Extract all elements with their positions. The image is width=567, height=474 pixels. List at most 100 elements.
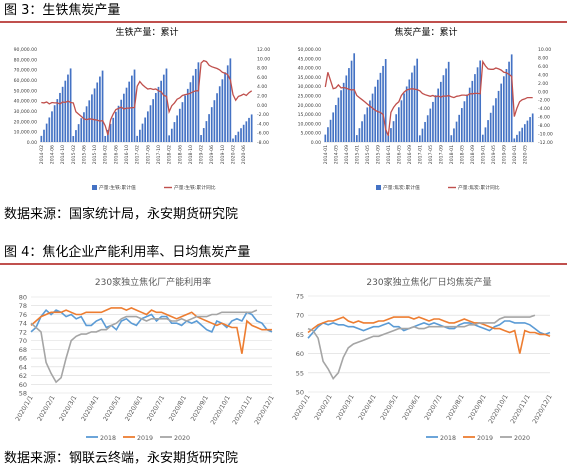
x-tick-label: 2020/6/1: [402, 394, 422, 422]
bar: [123, 93, 125, 142]
bar: [411, 72, 413, 142]
bar: [189, 82, 192, 142]
left-axis-tick-label: 50,000.00: [14, 88, 37, 94]
bar: [463, 101, 466, 142]
y-tick-label: 55: [296, 369, 304, 377]
series-line-2018: [307, 320, 551, 339]
bar: [366, 107, 369, 142]
bar: [416, 58, 419, 143]
x-tick-label: 2020-05: [522, 145, 528, 164]
figure4-title-rule: [0, 263, 567, 265]
bar: [176, 115, 178, 142]
bar: [170, 128, 173, 142]
bar: [61, 86, 64, 142]
bar: [40, 135, 43, 142]
x-tick-label: 2020/9/1: [190, 395, 210, 423]
bar: [178, 108, 181, 142]
bar: [43, 129, 45, 142]
x-tick-label: 2015-10: [92, 145, 98, 164]
x-tick-label: 2019-06: [209, 145, 215, 164]
legend-label: 2019: [477, 435, 493, 442]
chart-iron-output: 生铁产量：累计 90,000.00 80,000.00 70,000.00 60,000…: [14, 26, 271, 191]
x-tick-label: 2017-02: [135, 145, 141, 164]
x-tick-label: 2014-10: [60, 145, 66, 164]
bar: [487, 120, 489, 142]
bar: [442, 75, 445, 142]
bar: [523, 124, 526, 142]
x-tick-label: 2016-06: [113, 145, 119, 164]
left-axis-tick-label: 50,000.00: [298, 47, 321, 53]
bar: [173, 122, 176, 142]
chart-title: 230家独立焦化厂产能利用率: [95, 276, 211, 288]
bar: [45, 123, 48, 142]
x-tick-label: 2014-06: [49, 145, 55, 164]
bar: [481, 134, 484, 142]
x-tick-label: 2017-10: [156, 145, 162, 164]
bar: [250, 114, 253, 142]
bar: [400, 100, 403, 142]
bar: [184, 95, 186, 142]
bar: [88, 100, 91, 142]
left-axis-tick-label: 5,000.00: [301, 131, 322, 137]
y-tick-label: 60: [19, 381, 27, 389]
x-tick-label: 2020/11/1: [232, 395, 254, 426]
bar: [408, 79, 411, 142]
left-axis-tick-label: 70,000.00: [14, 68, 37, 74]
bar: [445, 68, 447, 142]
x-tick-label: 2014-02: [39, 145, 45, 164]
bar: [353, 53, 356, 142]
y-tick-label: 65: [296, 331, 304, 339]
bar: [197, 62, 200, 142]
y-tick-label: 74: [19, 320, 27, 328]
bar: [248, 117, 250, 142]
x-tick-label: 2015-05: [365, 145, 371, 164]
bar: [502, 76, 505, 142]
bar: [479, 60, 482, 143]
x-tick-label: 2020/12/1: [532, 394, 554, 425]
y-tick-label: 58: [19, 390, 27, 398]
bar: [125, 87, 128, 142]
x-tick-label: 2016-05: [396, 145, 402, 164]
left-axis-tick-label: 25,000.00: [298, 94, 321, 100]
x-tick-label: 2020-06: [241, 145, 247, 164]
bar: [348, 68, 350, 142]
x-tick-label: 2019-09: [501, 145, 507, 164]
bar: [67, 74, 69, 142]
left-axis-tick-label: 20,000.00: [298, 103, 321, 109]
bar: [505, 68, 508, 142]
bar: [426, 115, 429, 142]
right-axis-tick-label: -8.00: [538, 123, 550, 129]
bar: [521, 127, 524, 142]
x-tick-label: 2020/5/1: [380, 394, 400, 422]
bar: [421, 128, 424, 142]
bar: [450, 135, 453, 142]
legend-label: 产量:生铁:累计值: [99, 184, 136, 191]
bar: [120, 99, 123, 142]
bar: [218, 86, 221, 142]
bar: [466, 94, 468, 142]
bar: [413, 65, 416, 142]
x-tick-label: 2016-10: [124, 145, 130, 164]
x-tick-label: 2020/7/1: [146, 395, 166, 423]
bar: [424, 121, 426, 142]
y-tick-label: 68: [19, 346, 27, 354]
bar: [382, 65, 384, 142]
bar: [72, 136, 75, 142]
left-axis-tick-label: 20,000.00: [14, 119, 37, 125]
bar: [510, 54, 513, 142]
bar: [99, 76, 101, 142]
bar: [192, 75, 194, 142]
x-tick-label: 2020/7/1: [424, 394, 444, 422]
bar: [96, 82, 99, 142]
right-axis-tick-label: -4.00: [538, 106, 550, 112]
y-tick-label: 50: [296, 389, 304, 397]
x-tick-label: 2015-02: [71, 145, 77, 164]
bar: [324, 134, 327, 142]
right-axis-tick-label: 10.00: [257, 56, 270, 62]
y-tick-label: 72: [19, 328, 27, 336]
bar: [202, 128, 205, 142]
left-axis-tick-label: 30,000.00: [14, 109, 37, 115]
right-axis-tick-label: -10.00: [538, 132, 553, 138]
bar: [115, 111, 117, 142]
bar: [531, 113, 534, 142]
